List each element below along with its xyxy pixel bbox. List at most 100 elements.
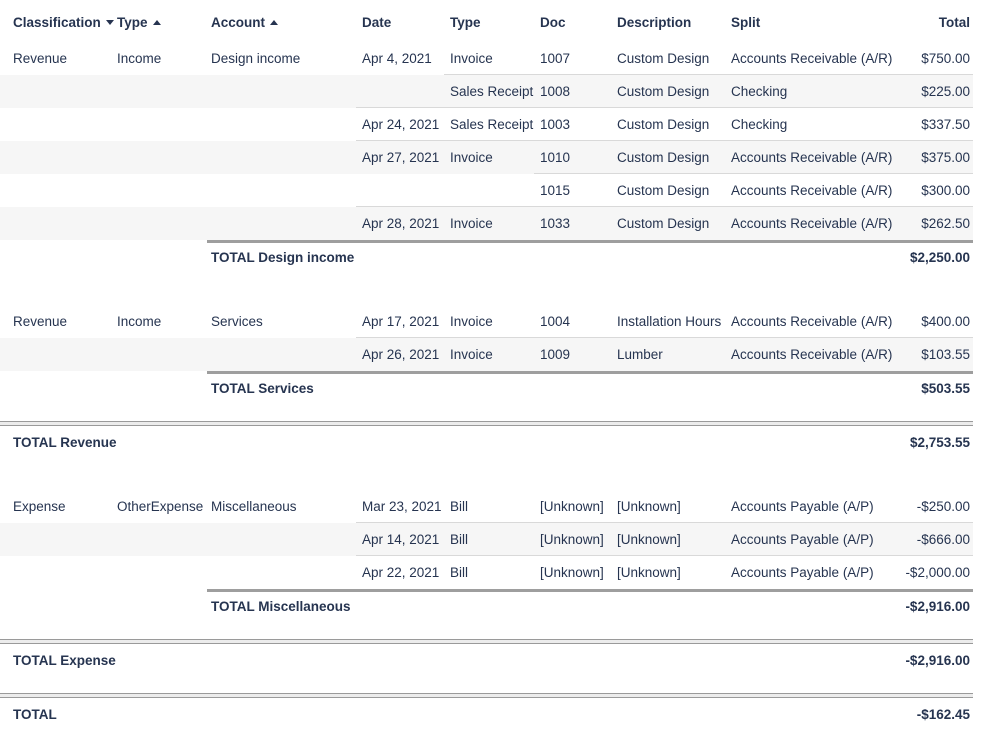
group-total-row: TOTAL Services $503.55 bbox=[0, 371, 973, 405]
cell-split: Accounts Receivable (A/R) bbox=[731, 183, 893, 198]
cell-txn-type: Sales Receipt bbox=[450, 84, 534, 99]
column-header-description[interactable]: Description bbox=[617, 14, 692, 30]
table-row[interactable]: Expense OtherExpense Miscellaneous Mar 2… bbox=[0, 490, 973, 523]
table-row[interactable]: Apr 14, 2021 Bill [Unknown] [Unknown] Ac… bbox=[0, 523, 973, 556]
cell-total: $225.00 bbox=[921, 84, 970, 99]
cell-description: Custom Design bbox=[617, 183, 710, 198]
cell-total: -$250.00 bbox=[916, 499, 970, 514]
table-row[interactable]: Revenue Income Services Apr 17, 2021 Inv… bbox=[0, 305, 973, 338]
group-total-row: TOTAL Miscellaneous -$2,916.00 bbox=[0, 589, 973, 623]
cell-txn-type: Invoice bbox=[450, 347, 493, 362]
cell-description: Custom Design bbox=[617, 84, 710, 99]
grand-total-label: TOTAL bbox=[13, 707, 57, 722]
table-row[interactable]: Revenue Income Design income Apr 4, 2021… bbox=[0, 42, 973, 75]
column-header-type[interactable]: Type bbox=[117, 15, 211, 30]
cell-description: Lumber bbox=[617, 347, 663, 362]
cell-doc: [Unknown] bbox=[540, 499, 604, 514]
cell-date: Apr 17, 2021 bbox=[362, 314, 440, 329]
cell-date: Mar 23, 2021 bbox=[362, 499, 442, 514]
cell-classification: Revenue bbox=[13, 51, 68, 66]
group-miscellaneous: Expense OtherExpense Miscellaneous Mar 2… bbox=[0, 490, 973, 623]
section-divider bbox=[0, 639, 973, 644]
column-header-classification[interactable]: Classification bbox=[13, 15, 117, 30]
cell-description: Custom Design bbox=[617, 117, 710, 132]
cell-doc: [Unknown] bbox=[540, 565, 604, 580]
column-header-txn-type[interactable]: Type bbox=[450, 14, 481, 30]
table-row[interactable]: Apr 26, 2021 Invoice 1009 Lumber Account… bbox=[0, 338, 973, 371]
cell-txn-type: Bill bbox=[450, 499, 469, 514]
cell-total: $375.00 bbox=[921, 150, 970, 165]
cell-description: Custom Design bbox=[617, 150, 710, 165]
cell-date: Apr 27, 2021 bbox=[362, 150, 440, 165]
table-row[interactable]: Apr 22, 2021 Bill [Unknown] [Unknown] Ac… bbox=[0, 556, 973, 589]
cell-date: Apr 26, 2021 bbox=[362, 347, 440, 362]
table-row[interactable]: 1015 Custom Design Accounts Receivable (… bbox=[0, 174, 973, 207]
table-row[interactable]: Apr 28, 2021 Invoice 1033 Custom Design … bbox=[0, 207, 973, 240]
cell-description: [Unknown] bbox=[617, 499, 681, 514]
cell-split: Checking bbox=[731, 117, 788, 132]
cell-doc: 1009 bbox=[540, 347, 571, 362]
cell-txn-type: Invoice bbox=[450, 150, 493, 165]
group-total-row: TOTAL Design income $2,250.00 bbox=[0, 240, 973, 274]
cell-classification: Expense bbox=[13, 499, 66, 514]
column-header-total[interactable]: Total bbox=[938, 14, 970, 30]
cell-total: $262.50 bbox=[921, 216, 970, 231]
column-header-doc[interactable]: Doc bbox=[540, 14, 566, 30]
cell-txn-type: Bill bbox=[450, 532, 469, 547]
cell-description: [Unknown] bbox=[617, 565, 681, 580]
column-header-split[interactable]: Split bbox=[731, 14, 761, 30]
section-total-label: TOTAL Revenue bbox=[13, 435, 117, 450]
cell-doc: 1007 bbox=[540, 51, 571, 66]
cell-split: Accounts Receivable (A/R) bbox=[731, 150, 893, 165]
cell-date: Apr 14, 2021 bbox=[362, 532, 440, 547]
column-header-account[interactable]: Account bbox=[211, 15, 362, 30]
cell-split: Checking bbox=[731, 84, 788, 99]
table-header-row: Classification Type Account Date Type Do… bbox=[0, 2, 973, 42]
cell-split: Accounts Payable (A/P) bbox=[731, 565, 874, 580]
cell-split: Accounts Payable (A/P) bbox=[731, 532, 874, 547]
group-total-value: $503.55 bbox=[921, 380, 970, 396]
cell-date: Apr 28, 2021 bbox=[362, 216, 440, 231]
cell-txn-type: Invoice bbox=[450, 51, 493, 66]
cell-account: Services bbox=[211, 314, 263, 329]
cell-doc: 1010 bbox=[540, 150, 571, 165]
table-row[interactable]: Apr 24, 2021 Sales Receipt 1003 Custom D… bbox=[0, 108, 973, 141]
sort-descending-icon bbox=[105, 20, 114, 26]
group-total-label: TOTAL Services bbox=[211, 380, 314, 396]
group-total-value: $2,250.00 bbox=[909, 249, 970, 265]
cell-description: [Unknown] bbox=[617, 532, 681, 547]
cell-total: -$666.00 bbox=[916, 532, 970, 547]
cell-txn-type: Invoice bbox=[450, 216, 493, 231]
cell-doc: 1015 bbox=[540, 183, 571, 198]
sort-ascending-icon bbox=[152, 20, 161, 26]
table-row[interactable]: Apr 27, 2021 Invoice 1010 Custom Design … bbox=[0, 141, 973, 174]
section-total-label: TOTAL Expense bbox=[13, 653, 116, 668]
column-header-label: Classification bbox=[13, 14, 101, 30]
section-total-row-revenue: TOTAL Revenue $2,753.55 bbox=[0, 426, 973, 459]
cell-txn-type: Invoice bbox=[450, 314, 493, 329]
cell-account: Miscellaneous bbox=[211, 499, 297, 514]
cell-doc: 1003 bbox=[540, 117, 571, 132]
section-total-value: $2,753.55 bbox=[909, 435, 970, 450]
column-header-label: Account bbox=[211, 14, 265, 30]
cell-total: $103.55 bbox=[921, 347, 970, 362]
cell-total: $300.00 bbox=[921, 183, 970, 198]
group-total-label: TOTAL Miscellaneous bbox=[211, 598, 351, 614]
section-divider bbox=[0, 693, 973, 698]
cell-doc: 1033 bbox=[540, 216, 571, 231]
column-header-label: Type bbox=[117, 14, 148, 30]
section-total-value: -$2,916.00 bbox=[905, 653, 970, 668]
column-header-date[interactable]: Date bbox=[362, 14, 392, 30]
cell-txn-type: Bill bbox=[450, 565, 469, 580]
cell-doc: 1008 bbox=[540, 84, 571, 99]
cell-total: $750.00 bbox=[921, 51, 970, 66]
cell-type: Income bbox=[117, 314, 162, 329]
section-divider bbox=[0, 421, 973, 426]
table-row[interactable]: Sales Receipt 1008 Custom Design Checkin… bbox=[0, 75, 973, 108]
cell-txn-type: Sales Receipt bbox=[450, 117, 534, 132]
group-total-value: -$2,916.00 bbox=[905, 598, 970, 614]
cell-date: Apr 24, 2021 bbox=[362, 117, 440, 132]
grand-total-value: -$162.45 bbox=[916, 707, 970, 722]
cell-total: -$2,000.00 bbox=[905, 565, 970, 580]
cell-account: Design income bbox=[211, 51, 301, 66]
